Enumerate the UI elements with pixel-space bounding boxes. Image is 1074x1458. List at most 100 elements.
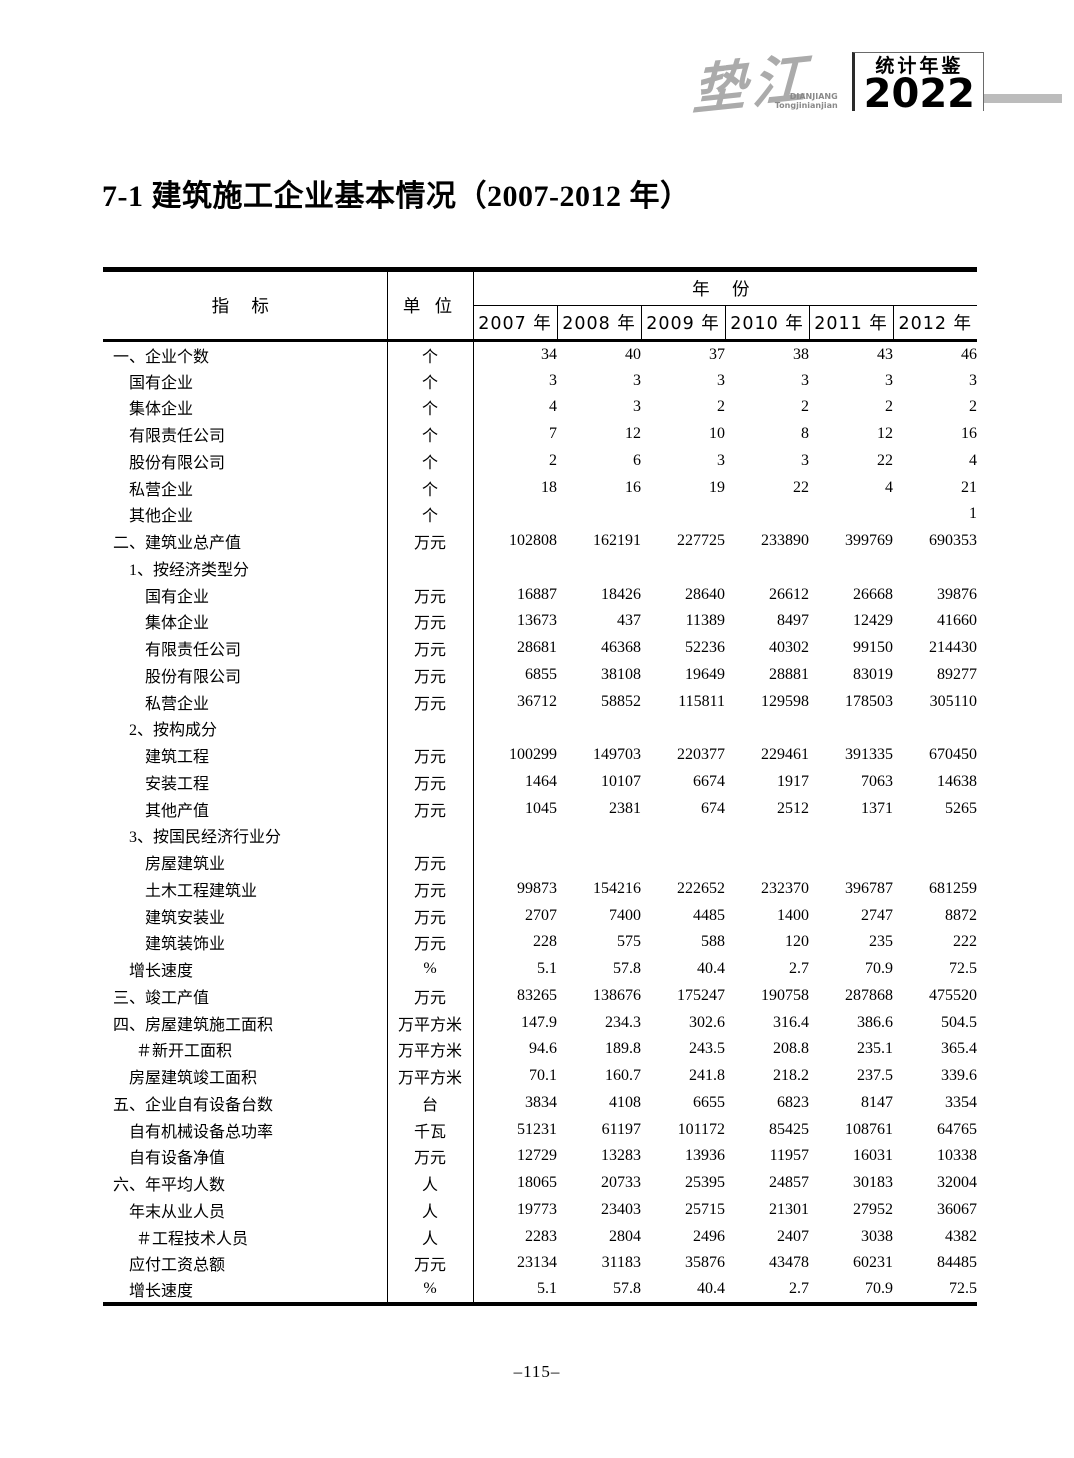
value-cell: 222652 bbox=[677, 879, 725, 897]
unit-cell: 人 bbox=[387, 1169, 474, 1197]
value-cell: 229461 bbox=[761, 746, 809, 764]
table-row: 建筑工程 万元 100299 149703 220377 229461 391335 6704… bbox=[103, 741, 977, 769]
value-cell bbox=[809, 822, 893, 849]
value-cell: 234.3 bbox=[605, 1013, 641, 1031]
value-cell: 218.2 bbox=[773, 1067, 809, 1085]
value-cell: 89277 bbox=[937, 665, 978, 683]
unit-cell: 万元 bbox=[387, 1250, 474, 1277]
value-cell: 57.8 bbox=[613, 960, 641, 978]
value-cell: 7400 bbox=[609, 906, 641, 924]
value-cell: 243.5 bbox=[689, 1040, 725, 1058]
value-cell bbox=[473, 822, 557, 849]
value-cell: 3 bbox=[801, 451, 809, 469]
value-cell: 316.4 bbox=[773, 1013, 809, 1031]
unit-cell bbox=[387, 715, 474, 742]
table-row: 其他企业个 1 bbox=[103, 501, 977, 528]
value-cell: 26612 bbox=[769, 585, 809, 603]
value-cell: 13673 bbox=[517, 612, 557, 630]
value-cell: 36067 bbox=[937, 1200, 978, 1218]
value-cell: 38 bbox=[793, 345, 809, 363]
value-cell: 8497 bbox=[777, 612, 809, 630]
value-cell: 36712 bbox=[517, 692, 557, 710]
value-cell: 38108 bbox=[601, 665, 641, 683]
value-cell: 120 bbox=[785, 933, 809, 951]
unit-cell: 个 bbox=[387, 501, 474, 528]
value-cell: 2407 bbox=[777, 1227, 809, 1245]
value-cell: 94.6 bbox=[529, 1040, 557, 1058]
value-cell: 21301 bbox=[769, 1200, 809, 1218]
value-cell: 26668 bbox=[853, 585, 893, 603]
indicator-label: 一、企业个数 bbox=[103, 340, 388, 368]
unit-cell: 万元 bbox=[387, 982, 474, 1010]
value-cell: 28640 bbox=[685, 585, 725, 603]
value-cell: 57.8 bbox=[613, 1280, 641, 1298]
table-row: 一、企业个数个 34 40 37 38 43 46 bbox=[103, 340, 977, 368]
value-cell: 232370 bbox=[761, 879, 809, 897]
value-cell: 16 bbox=[625, 478, 641, 496]
value-cell: 16887 bbox=[517, 585, 557, 603]
value-cell: 46368 bbox=[601, 639, 641, 657]
indicator-label: 其他企业 bbox=[103, 501, 388, 528]
value-cell bbox=[809, 555, 893, 582]
value-cell: 227725 bbox=[677, 532, 725, 550]
indicator-label: 集体企业 bbox=[103, 394, 388, 421]
value-cell: 23403 bbox=[601, 1200, 641, 1218]
value-cell: 12729 bbox=[517, 1147, 557, 1165]
unit-cell: 万元 bbox=[387, 848, 474, 876]
value-cell: 10338 bbox=[937, 1147, 978, 1165]
value-cell: 27952 bbox=[853, 1200, 893, 1218]
value-cell: 3 bbox=[717, 451, 725, 469]
logo-romanization-line1: DIANJIANG bbox=[789, 91, 838, 101]
unit-cell: 万元 bbox=[387, 661, 474, 689]
value-cell: 19 bbox=[709, 478, 725, 496]
value-cell: 2 bbox=[801, 398, 809, 416]
table-row: 1、按经济类型分 bbox=[103, 554, 977, 582]
value-cell: 21 bbox=[961, 478, 978, 496]
value-cell: 399769 bbox=[845, 532, 893, 550]
value-cell: 4108 bbox=[609, 1093, 641, 1111]
value-cell bbox=[893, 849, 977, 876]
unit-cell: 万元 bbox=[387, 902, 474, 929]
indicator-column-header: 指 标 bbox=[103, 269, 388, 341]
value-cell bbox=[557, 715, 641, 742]
year-header-2011: 2011 年 bbox=[808, 305, 893, 341]
value-cell: 437 bbox=[617, 612, 641, 630]
value-cell: 2707 bbox=[525, 906, 557, 924]
table-row: 自有设备净值 万元 12729 13283 13936 11957 16031 10338 bbox=[103, 1143, 977, 1170]
value-cell: 41660 bbox=[937, 612, 978, 630]
value-cell: 2 bbox=[717, 398, 725, 416]
page-number: –115– bbox=[513, 1362, 561, 1381]
value-cell bbox=[641, 849, 725, 876]
value-cell: 70.1 bbox=[529, 1067, 557, 1085]
indicator-label: 有限责任公司 bbox=[103, 420, 388, 448]
value-cell: 25395 bbox=[685, 1174, 725, 1192]
value-cell: 2496 bbox=[693, 1227, 725, 1245]
value-cell: 8147 bbox=[861, 1093, 893, 1111]
indicator-label: 私营企业 bbox=[103, 474, 388, 501]
value-cell: 575 bbox=[617, 933, 641, 951]
unit-cell: 千瓦 bbox=[387, 1116, 474, 1143]
value-cell: 31183 bbox=[601, 1254, 641, 1272]
table-header-group-row: 指 标 单 位 年 份 bbox=[103, 269, 978, 341]
value-cell: 7 bbox=[549, 425, 557, 443]
indicator-label: 自有设备净值 bbox=[103, 1143, 388, 1170]
value-cell: 28681 bbox=[517, 639, 557, 657]
value-cell: 5.1 bbox=[537, 960, 557, 978]
indicator-label: 其他产值 bbox=[103, 795, 388, 822]
unit-cell: 万元 bbox=[387, 688, 474, 715]
value-cell: 1371 bbox=[861, 799, 893, 817]
value-cell: 3 bbox=[885, 371, 893, 389]
table-row: 建筑装饰业 万元 228 575 588 120 235 222 bbox=[103, 929, 977, 956]
value-cell: 20733 bbox=[601, 1174, 641, 1192]
unit-cell: 个 bbox=[387, 340, 474, 368]
indicator-label: 私营企业 bbox=[103, 688, 388, 715]
unit-cell: 万元 bbox=[387, 608, 474, 635]
value-cell bbox=[557, 555, 641, 582]
value-cell: 10107 bbox=[601, 772, 641, 790]
value-cell: 235.1 bbox=[857, 1040, 893, 1058]
value-cell: 2.7 bbox=[789, 1280, 809, 1298]
indicator-label: 六、年平均人数 bbox=[103, 1169, 388, 1197]
year-group-header: 年 份 bbox=[473, 269, 978, 306]
value-cell: 25715 bbox=[685, 1200, 725, 1218]
statistics-table: 指 标 单 位 年 份 2007 年 2008 年 2009 年 2010 年 … bbox=[103, 267, 978, 1306]
